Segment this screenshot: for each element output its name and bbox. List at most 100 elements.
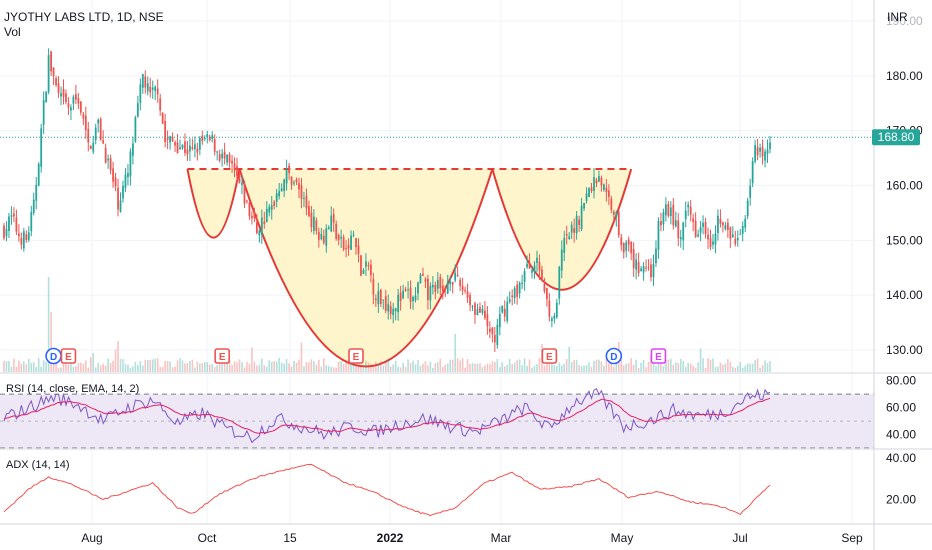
volume-bar (622, 365, 625, 372)
candle-body (255, 222, 258, 234)
candle-body (330, 215, 333, 232)
candle-body (322, 236, 325, 243)
candle-body (741, 225, 744, 234)
volume-bar (208, 364, 211, 372)
volume-bar (186, 363, 189, 372)
candle-body (42, 100, 45, 125)
earnings-badge[interactable] (60, 348, 77, 364)
volume-bar (412, 360, 414, 372)
earnings-future-marker[interactable]: E (650, 348, 667, 364)
volume-bar (739, 361, 742, 372)
candle-body (221, 153, 224, 159)
candle-body (184, 141, 186, 153)
candlestick-series[interactable] (3, 48, 771, 353)
symbol-title: JYOTHY LABS LTD, 1D, NSE (4, 10, 164, 24)
candle-body (55, 78, 57, 86)
volume-bar (62, 363, 65, 372)
candle-body (233, 163, 236, 171)
dividend-marker[interactable]: D (45, 347, 62, 365)
volume-bar (199, 363, 201, 372)
volume-bar (82, 363, 85, 372)
candle-body (141, 74, 144, 88)
candle-body (362, 270, 365, 274)
volume-bar (506, 364, 509, 372)
volume-bar (45, 361, 47, 372)
candle-body (664, 204, 667, 216)
adx-pane[interactable] (3, 463, 771, 517)
candle-body (449, 281, 452, 285)
volume-bar (35, 366, 38, 372)
candle-body (419, 274, 422, 284)
volume-bar (119, 358, 122, 372)
earnings-marker[interactable]: E (214, 348, 230, 364)
candle-body (684, 210, 687, 220)
earnings-marker[interactable]: E (541, 348, 558, 364)
volume-bar (283, 363, 285, 372)
volume-bar (384, 361, 387, 372)
candle-body (456, 274, 459, 276)
candle-body (389, 306, 392, 315)
volume-bar (50, 312, 52, 372)
earnings-badge-label: E (219, 352, 226, 363)
volume-bar (295, 362, 298, 372)
volume-bar (355, 362, 357, 372)
candle-body (226, 154, 229, 163)
candle-body (605, 187, 608, 193)
price-tick-label: 180.00 (886, 69, 923, 83)
candle-body (493, 334, 496, 343)
dividend-badge[interactable] (605, 347, 623, 365)
earnings-badge[interactable] (541, 348, 558, 364)
candle-body (365, 261, 367, 267)
earnings-marker[interactable]: E (60, 348, 77, 364)
volume-bar (303, 366, 305, 372)
candle-body (107, 158, 110, 161)
volume-bar (459, 360, 461, 372)
volume-bar (305, 361, 308, 372)
candle-body (518, 282, 521, 294)
candle-body (751, 161, 754, 184)
candle-body (5, 228, 8, 236)
rsi-pane[interactable] (0, 387, 874, 449)
candle-body (645, 267, 647, 269)
volume-bar (72, 366, 75, 372)
volume-bar (722, 364, 724, 372)
volume-bar (417, 359, 419, 372)
volume-bar (253, 361, 256, 372)
volume-bar (667, 359, 670, 372)
candle-body (253, 214, 256, 219)
earnings-marker[interactable]: E (348, 348, 364, 364)
volume-bar (702, 358, 704, 372)
candle-body (169, 136, 171, 143)
adx-line[interactable] (3, 463, 771, 517)
volume-bar (424, 361, 427, 372)
volume-bar (218, 361, 221, 372)
candle-body (754, 145, 757, 162)
volume-bar (729, 361, 732, 372)
volume-bar (556, 366, 558, 372)
volume-bar (471, 363, 474, 372)
candle-body (308, 206, 310, 217)
volume-bar (370, 364, 372, 372)
candle-body (466, 291, 469, 298)
volume-bar (456, 358, 459, 372)
rsi-ema-line[interactable] (3, 397, 771, 434)
candle-body (288, 165, 290, 174)
candle-body (655, 248, 657, 264)
dividend-marker[interactable]: D (605, 347, 623, 365)
candle-body (206, 133, 209, 138)
candle-body (491, 327, 494, 335)
volume-bar (290, 366, 293, 372)
adx-tick-label: 20.00 (886, 492, 916, 506)
volume-bar (526, 365, 528, 372)
handle-curve (491, 168, 633, 291)
earnings-badge[interactable] (348, 348, 364, 364)
volume-bar (357, 364, 360, 372)
volume-bar (640, 362, 642, 372)
earnings-badge[interactable] (650, 348, 667, 364)
volume-bar (159, 366, 161, 372)
volume-bar (595, 359, 598, 372)
earnings-badge[interactable] (214, 348, 230, 364)
